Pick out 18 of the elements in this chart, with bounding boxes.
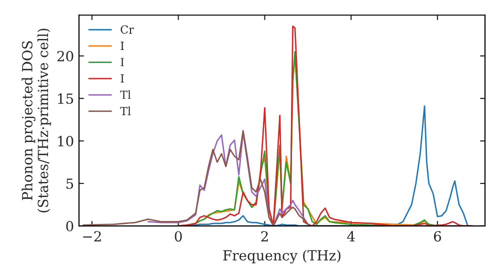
legend-label: Tl <box>120 106 131 116</box>
y-tick-label: 5 <box>66 178 74 189</box>
y-tick-label: 20 <box>57 50 74 62</box>
legend-label: Cr <box>120 25 134 34</box>
y-tick-label: 15 <box>58 93 74 104</box>
y-tick-label: 0 <box>66 220 74 232</box>
x-tick-label: 0 <box>174 231 182 242</box>
legend-label: Tl <box>120 90 131 99</box>
x-tick-label: 2 <box>261 231 268 242</box>
x-tick-label: 6 <box>434 231 442 242</box>
legend-label: I <box>120 74 124 82</box>
legend-label: I <box>120 42 124 50</box>
x-tick-label: 4 <box>347 231 355 242</box>
x-tick-label: −2 <box>83 231 101 242</box>
y-axis-title: Phonon projected DOS (States/THz·primitive cell) <box>22 28 51 212</box>
y-tick-label: 10 <box>58 136 74 146</box>
x-axis-title: Frequency (THz) <box>223 250 340 264</box>
legend-label: I <box>120 58 124 66</box>
